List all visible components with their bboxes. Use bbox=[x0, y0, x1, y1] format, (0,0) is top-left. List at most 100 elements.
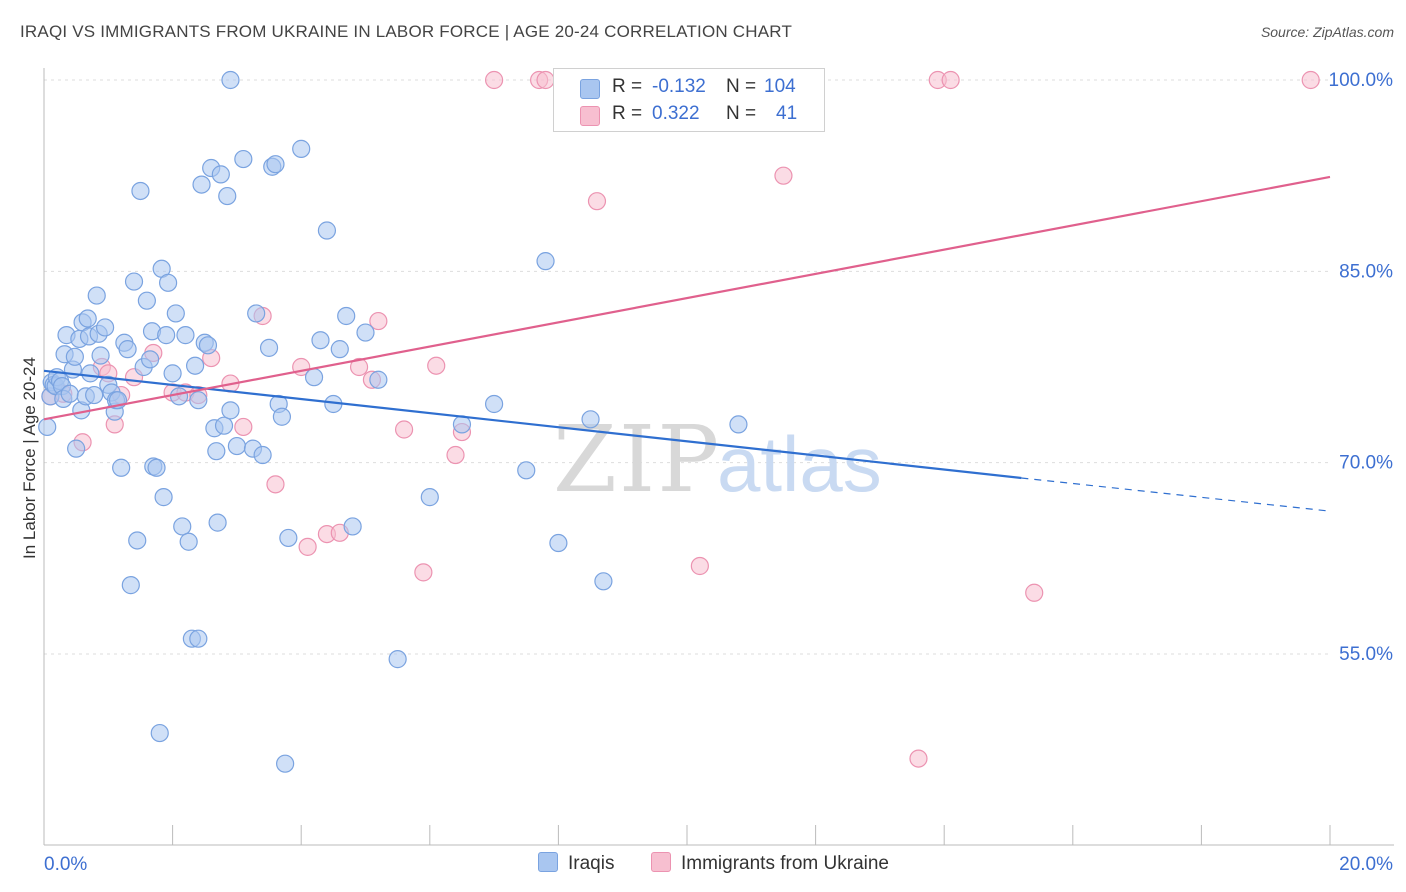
watermark: ZIP atlas bbox=[553, 406, 882, 513]
data-point bbox=[292, 139, 311, 158]
legend-n-value-ukraine: 41 bbox=[776, 103, 798, 124]
data-point bbox=[1301, 70, 1320, 90]
data-point bbox=[137, 291, 156, 310]
bottom-legend-ukraine: Immigrants from Ukraine bbox=[651, 852, 889, 875]
data-point bbox=[65, 347, 84, 366]
data-point bbox=[774, 166, 793, 185]
data-point bbox=[446, 445, 465, 465]
data-point bbox=[485, 70, 504, 90]
data-point bbox=[343, 517, 362, 536]
data-point bbox=[198, 336, 218, 355]
data-point bbox=[414, 563, 433, 582]
data-point bbox=[279, 528, 298, 548]
data-point bbox=[485, 394, 504, 414]
data-point bbox=[208, 513, 227, 532]
watermark-zip: ZIP bbox=[553, 406, 721, 513]
data-point bbox=[150, 723, 169, 743]
data-point bbox=[91, 346, 110, 365]
data-point bbox=[154, 488, 173, 507]
data-point bbox=[517, 461, 536, 480]
data-point bbox=[587, 192, 607, 211]
legend-r-label: R = bbox=[612, 76, 643, 97]
data-point bbox=[81, 364, 100, 383]
data-point bbox=[128, 531, 147, 550]
legend-n-label: N = bbox=[726, 76, 757, 97]
data-point bbox=[690, 556, 709, 576]
bottom-legend-label-ukraine: Immigrants from Ukraine bbox=[681, 853, 889, 874]
data-point bbox=[176, 326, 195, 345]
data-point bbox=[909, 749, 928, 768]
legend-swatch-ukraine bbox=[580, 106, 600, 126]
data-point bbox=[304, 368, 324, 387]
data-point bbox=[259, 338, 279, 357]
legend-row-ukraine: R = 0.322 N = 41 bbox=[554, 100, 824, 130]
data-point bbox=[147, 458, 166, 477]
data-point bbox=[166, 304, 185, 323]
data-point bbox=[349, 357, 369, 377]
y-tick-label: 100.0% bbox=[1329, 70, 1394, 91]
data-point bbox=[221, 401, 240, 420]
data-point bbox=[234, 149, 253, 169]
data-point bbox=[369, 370, 388, 389]
data-point bbox=[221, 70, 240, 90]
data-point bbox=[369, 311, 388, 331]
trendline-iraqis-extension bbox=[1021, 477, 1331, 512]
data-point bbox=[189, 391, 208, 410]
bottom-legend-swatch-ukraine bbox=[651, 852, 671, 872]
series-iraqi-points bbox=[38, 70, 748, 773]
data-point bbox=[317, 221, 337, 240]
data-point bbox=[276, 754, 295, 773]
data-point bbox=[427, 356, 446, 375]
x-tick-label: 0.0% bbox=[44, 854, 87, 875]
data-point bbox=[192, 175, 211, 194]
data-point bbox=[1025, 583, 1044, 602]
trendline-ukraine bbox=[43, 175, 1331, 421]
legend-swatch-iraqis bbox=[580, 79, 600, 99]
data-point bbox=[941, 70, 960, 90]
legend-r-value-ukraine: 0.322 bbox=[652, 103, 700, 124]
data-point bbox=[163, 364, 182, 383]
data-point bbox=[356, 323, 375, 342]
y-tick-label: 55.0% bbox=[1339, 644, 1393, 665]
chart-title: IRAQI VS IMMIGRANTS FROM UKRAINE IN LABO… bbox=[20, 22, 793, 41]
source-label: Source: ZipAtlas.com bbox=[1260, 24, 1394, 40]
data-point bbox=[536, 70, 555, 90]
bottom-legend-iraqis: Iraqis bbox=[538, 852, 614, 875]
data-point bbox=[253, 445, 272, 465]
data-point bbox=[330, 340, 349, 359]
data-point bbox=[298, 537, 317, 556]
data-point bbox=[266, 155, 285, 174]
y-axis-label: In Labor Force | Age 20-24 bbox=[20, 357, 39, 559]
watermark-atlas: atlas bbox=[717, 420, 882, 508]
data-point bbox=[311, 331, 330, 350]
data-point bbox=[95, 318, 115, 337]
legend-row-iraqis: R = -0.132 N = 104 bbox=[554, 73, 824, 103]
data-point bbox=[420, 488, 439, 507]
data-point bbox=[272, 407, 292, 426]
data-point bbox=[234, 417, 253, 437]
data-point bbox=[112, 458, 131, 477]
bottom-legend-swatch-iraqis bbox=[538, 852, 558, 872]
y-tick-label: 70.0% bbox=[1339, 453, 1393, 474]
data-point bbox=[227, 436, 246, 456]
data-point bbox=[594, 572, 613, 591]
data-point bbox=[394, 420, 414, 439]
data-point bbox=[67, 439, 86, 458]
legend-n-value-iraqis: 104 bbox=[764, 76, 796, 97]
data-point bbox=[158, 273, 178, 292]
data-point bbox=[218, 186, 237, 206]
legend-r-label: R = bbox=[612, 103, 643, 124]
legend-box: R = -0.132 N = 104 R = 0.322 N = 41 bbox=[553, 68, 825, 132]
data-point bbox=[729, 415, 748, 434]
x-tick-label: 20.0% bbox=[1339, 854, 1393, 875]
tick-labels: 55.0% 70.0% 85.0% 100.0% 0.0% 20.0% bbox=[44, 70, 1393, 875]
data-point bbox=[157, 326, 176, 345]
data-point bbox=[536, 252, 555, 271]
data-point bbox=[121, 576, 140, 595]
axes bbox=[43, 68, 1394, 846]
data-point bbox=[247, 304, 266, 323]
data-point bbox=[87, 286, 106, 305]
data-point bbox=[60, 384, 79, 403]
legend-r-value-iraqis: -0.132 bbox=[652, 76, 706, 97]
data-point bbox=[124, 272, 144, 291]
